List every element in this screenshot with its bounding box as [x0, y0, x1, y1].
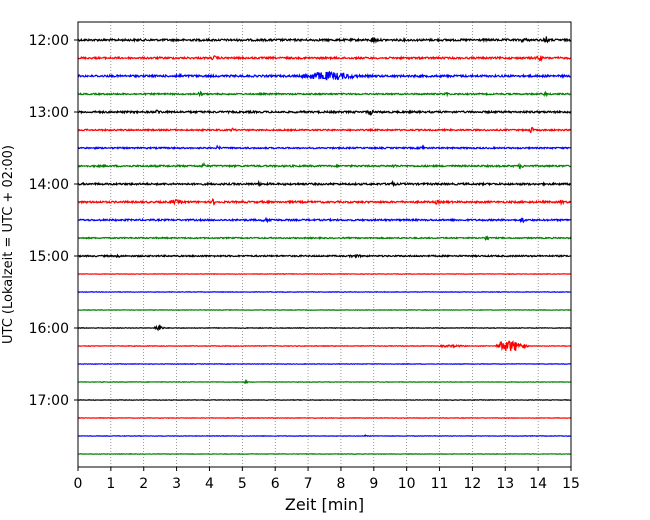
trace-1745	[77, 452, 572, 456]
trace-1630	[77, 362, 572, 365]
seismogram-traces	[77, 36, 572, 456]
x-axis: 0 1 2 3 4 5 6 7 8 9 10 11 12 13 14 15	[74, 467, 580, 492]
y-axis-label: UTC (Lokalzeit = UTC + 02:00)	[1, 145, 16, 344]
y-tick-label: 13:00	[29, 105, 69, 121]
x-tick-label: 7	[304, 476, 313, 492]
x-tick-label: 15	[562, 476, 580, 492]
y-tick-label: 15:00	[29, 249, 69, 265]
y-tick-label: 14:00	[29, 177, 69, 193]
x-tick-label: 5	[238, 476, 247, 492]
y-tick-label: 12:00	[29, 33, 69, 49]
trace-1315	[77, 126, 572, 134]
x-tick-label: 12	[463, 476, 481, 492]
x-tick-label: 6	[271, 476, 280, 492]
trace-1245	[77, 90, 572, 98]
trace-1415	[77, 198, 572, 206]
trace-1400	[77, 179, 572, 188]
x-axis-label: Zeit [min]	[285, 495, 364, 514]
trace-1500	[77, 253, 572, 259]
y-tick-label: 16:00	[29, 321, 69, 337]
trace-1345	[77, 161, 572, 170]
x-tick-label: 1	[106, 476, 115, 492]
x-tick-label: 14	[529, 476, 547, 492]
plot-frame	[77, 21, 572, 468]
x-tick-label: 11	[431, 476, 449, 492]
trace-1215	[77, 55, 572, 63]
trace-1715	[77, 416, 572, 419]
trace-1330	[77, 144, 572, 151]
x-tick-label: 0	[74, 476, 83, 492]
trace-1700	[77, 398, 572, 402]
trace-1430	[77, 216, 572, 224]
x-tick-label: 8	[336, 476, 345, 492]
x-tick-label: 10	[398, 476, 416, 492]
trace-1730	[77, 434, 572, 438]
y-tick-label: 17:00	[29, 393, 69, 409]
vertical-grid	[110, 22, 539, 467]
x-tick-label: 9	[369, 476, 378, 492]
trace-1230	[77, 70, 572, 81]
trace-1615	[77, 340, 572, 352]
trace-1545	[77, 308, 572, 312]
trace-1600	[77, 324, 572, 332]
y-axis: 12:00 13:00 14:00 15:00 16:00 17:00	[29, 33, 78, 409]
trace-1300	[77, 109, 572, 117]
trace-1445	[77, 235, 572, 242]
x-tick-label: 13	[496, 476, 514, 492]
x-tick-label: 2	[139, 476, 148, 492]
trace-1645	[77, 378, 572, 385]
trace-1515	[77, 272, 572, 276]
trace-1200	[77, 36, 572, 44]
x-tick-label: 3	[172, 476, 181, 492]
x-tick-label: 4	[205, 476, 214, 492]
trace-1530	[77, 290, 572, 294]
